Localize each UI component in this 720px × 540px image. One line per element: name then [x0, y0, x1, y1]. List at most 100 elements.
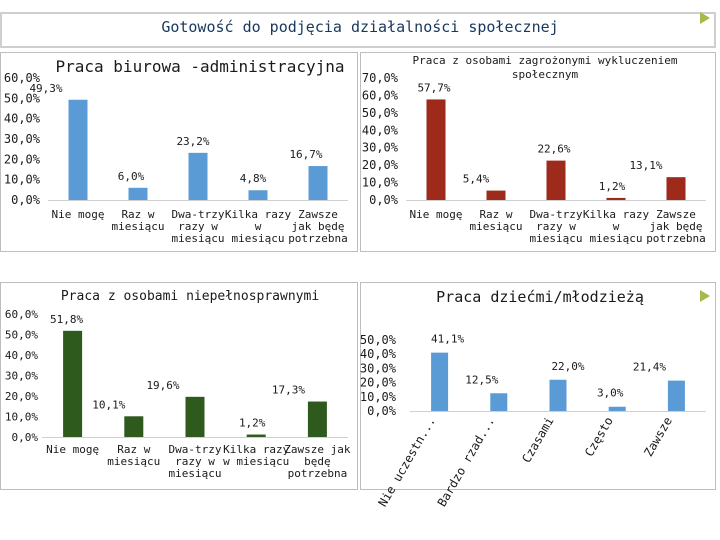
bar	[606, 197, 626, 200]
y-tick-label: 10,0%	[4, 173, 41, 187]
y-tick-label: 10,0%	[5, 411, 38, 424]
x-tick-label: Zawsze	[641, 415, 675, 460]
y-tick-label: 0,0%	[367, 404, 397, 418]
bar	[188, 152, 208, 200]
data-label: 22,0%	[551, 360, 584, 373]
x-tick-label: Dwa-trzy razy w miesiącu	[169, 443, 222, 480]
y-tick-label: 30,0%	[5, 370, 38, 383]
x-tick-label: Dwa-trzy razy w miesiącu	[172, 208, 225, 245]
bar	[426, 99, 446, 200]
x-tick-label: Dwa-trzy razy w miesiącu	[530, 208, 583, 245]
y-tick-label: 0,0%	[369, 193, 399, 207]
data-label: 19,6%	[146, 379, 179, 392]
bar	[308, 166, 328, 200]
x-tick-label: Kilka razy w miesiącu	[225, 208, 292, 245]
data-label: 12,5%	[465, 373, 498, 386]
bar	[549, 379, 567, 411]
data-label: 57,7%	[417, 81, 450, 94]
bar	[666, 177, 686, 200]
bar	[431, 352, 449, 411]
bar	[490, 393, 508, 411]
y-tick-label: 50,0%	[5, 329, 38, 342]
data-label: 16,7%	[289, 148, 322, 161]
data-label: 1,2%	[599, 180, 626, 193]
x-tick-label: Czasami	[519, 415, 556, 466]
y-tick-label: 50,0%	[4, 91, 41, 105]
bar	[185, 396, 205, 437]
x-tick-label: Kilka razy w miesiącu	[223, 443, 290, 468]
x-tick-label: Nie mogę	[410, 208, 463, 221]
y-tick-label: 10,0%	[360, 390, 397, 404]
chart-frame-youth	[360, 282, 716, 490]
bar	[667, 380, 685, 411]
x-tick-label: Zawsze jak będę potrzebna	[288, 208, 348, 245]
data-label: 17,3%	[272, 384, 305, 397]
data-label: 1,2%	[239, 417, 266, 430]
x-tick-label: Bardzo rzad...	[435, 415, 498, 510]
x-tick-label: Raz w miesiącu	[112, 208, 165, 233]
chart-frame-excluded	[360, 52, 716, 252]
triangle-bullet-icon	[700, 12, 710, 24]
bar	[63, 330, 83, 437]
data-label: 41,1%	[431, 333, 464, 346]
bar	[246, 434, 266, 437]
bar	[248, 190, 268, 200]
data-label: 49,3%	[29, 82, 62, 95]
y-tick-label: 10,0%	[362, 176, 399, 190]
y-tick-label: 30,0%	[4, 132, 41, 146]
chart-title: Praca z osobami niepełnosprawnymi	[61, 289, 319, 304]
data-label: 4,8%	[240, 172, 267, 185]
y-tick-label: 30,0%	[360, 361, 397, 375]
y-tick-label: 40,0%	[362, 123, 399, 137]
bar	[124, 416, 144, 437]
y-tick-label: 60,0%	[5, 308, 38, 321]
chart-title: Praca dziećmi/młodzieżą	[436, 288, 644, 306]
x-tick-label: Nie mogę	[46, 443, 99, 456]
y-tick-label: 30,0%	[362, 141, 399, 155]
y-tick-label: 50,0%	[360, 333, 397, 347]
data-label: 21,4%	[633, 361, 666, 374]
x-tick-label: Często	[582, 415, 616, 460]
y-tick-label: 50,0%	[362, 106, 399, 120]
data-label: 23,2%	[176, 135, 209, 148]
bar	[128, 187, 148, 200]
y-tick-label: 20,0%	[360, 376, 397, 390]
chart-frame-office	[0, 52, 358, 252]
bar	[68, 99, 88, 200]
y-tick-label: 20,0%	[4, 152, 41, 166]
x-tick-label: Nie mogę	[52, 208, 105, 221]
title-banner	[0, 12, 716, 48]
y-tick-label: 0,0%	[12, 431, 39, 444]
triangle-bullet-icon	[700, 290, 710, 302]
data-label: 22,6%	[537, 143, 570, 156]
y-tick-label: 20,0%	[362, 158, 399, 172]
x-tick-label: Zawsze jak będę potrzebna	[646, 208, 706, 245]
chart-frame-disabled	[0, 282, 358, 490]
bar	[608, 406, 626, 411]
data-label: 10,1%	[92, 398, 125, 411]
y-tick-label: 70,0%	[362, 71, 399, 85]
data-label: 5,4%	[463, 173, 490, 186]
x-tick-label: Zawsze jak będę potrzebna	[284, 443, 351, 480]
y-tick-label: 40,0%	[4, 112, 41, 126]
chart-title: Praca z osobami zagrożonymi wykluczeniem…	[413, 54, 678, 81]
page-title: Gotowość do podjęcia działalności społec…	[161, 18, 559, 36]
bar	[486, 190, 506, 200]
data-label: 51,8%	[50, 313, 83, 326]
x-tick-label: Kilka razy w miesiącu	[583, 208, 650, 245]
y-tick-label: 20,0%	[5, 390, 38, 403]
data-label: 3,0%	[597, 387, 624, 400]
y-tick-label: 60,0%	[362, 88, 399, 102]
chart-title: Praca biurowa -administracyjna	[56, 57, 345, 76]
bar	[546, 160, 566, 200]
x-tick-label: Raz w miesiącu	[470, 208, 523, 233]
y-tick-label: 60,0%	[4, 71, 41, 85]
y-tick-label: 40,0%	[360, 347, 397, 361]
y-tick-label: 0,0%	[11, 193, 41, 207]
x-tick-label: Raz w miesiącu	[107, 443, 160, 468]
y-tick-label: 40,0%	[5, 349, 38, 362]
